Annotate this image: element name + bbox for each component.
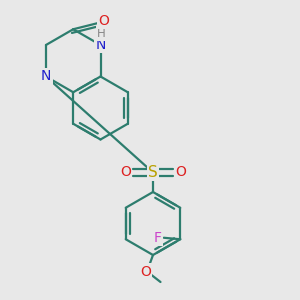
Text: F: F [153, 231, 161, 245]
Text: O: O [175, 166, 186, 179]
Text: N: N [95, 38, 106, 52]
Text: N: N [41, 70, 51, 83]
Text: H: H [97, 27, 106, 40]
Text: O: O [98, 14, 109, 28]
Text: O: O [120, 166, 131, 179]
Text: O: O [140, 265, 151, 278]
Text: S: S [148, 165, 158, 180]
